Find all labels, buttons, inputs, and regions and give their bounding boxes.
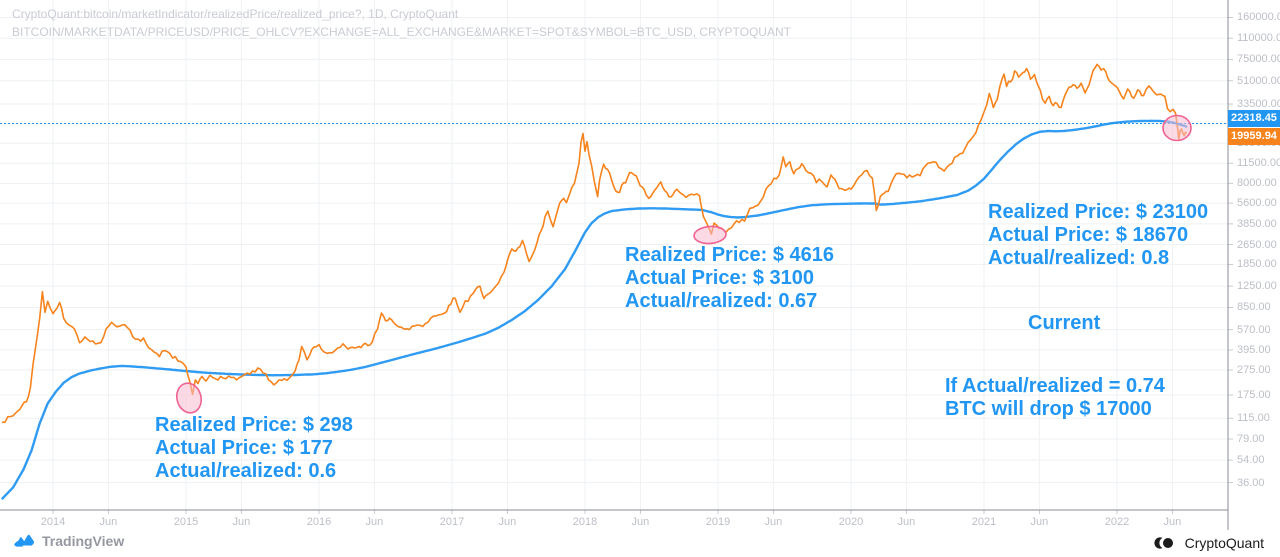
time-tick-label: Jun: [99, 516, 118, 528]
price-tick-label: 570.00: [1237, 323, 1271, 336]
price-tick-label: 5600.00: [1237, 197, 1277, 210]
annotation-forecast[interactable]: If Actual/realized = 0.74 BTC will drop …: [945, 375, 1165, 421]
price-tick-label: 850.00: [1237, 301, 1271, 314]
time-tick-label: Jun: [764, 516, 783, 528]
price-tick-label: 3850.00: [1237, 217, 1277, 230]
time-tick-label: 2014: [40, 516, 66, 528]
annotation-2018[interactable]: Realized Price: $ 4616 Actual Price: $ 3…: [625, 244, 834, 313]
time-tick-label: 2020: [838, 516, 864, 528]
chart-footer: TradingView CryptoQuant: [0, 530, 1280, 557]
time-tick-label: Jun: [1163, 516, 1182, 528]
price-tick-label: 395.00: [1237, 343, 1271, 356]
price-tick-label: 54.00: [1237, 454, 1265, 467]
cryptoquant-icon: [1154, 537, 1173, 549]
price-tick-label: 8000.00: [1237, 177, 1277, 190]
time-tick-label: Jun: [897, 516, 916, 528]
annotation-current[interactable]: Current: [1028, 312, 1101, 334]
price-tick-label: 11500.00: [1237, 157, 1280, 170]
time-tick-label: 2018: [572, 516, 598, 528]
price-series: [1, 63, 1188, 500]
time-tick-label: 2022: [1104, 516, 1130, 528]
realized-price-badge: 22318.45: [1228, 110, 1280, 128]
price-tick-label: 33500.00: [1237, 98, 1280, 111]
annotation-line: If Actual/realized = 0.74: [945, 375, 1165, 397]
annotation-2015[interactable]: Realized Price: $ 298 Actual Price: $ 17…: [155, 414, 353, 483]
tradingview-logo[interactable]: TradingView: [14, 532, 124, 549]
highlight-ellipses[interactable]: [174, 114, 1192, 416]
price-tick-label: 160000.00: [1237, 11, 1280, 24]
annotation-line: Actual/realized: 0.8: [988, 247, 1170, 269]
time-tick-label: Jun: [631, 516, 650, 528]
annotation-line: Realized Price: $ 4616: [625, 244, 835, 266]
tradingview-label: TradingView: [42, 532, 125, 549]
cryptoquant-logo: CryptoQuant: [1153, 535, 1264, 551]
annotation-line: Actual Price: $ 3100: [625, 267, 814, 289]
annotation-line: BTC will drop $ 17000: [945, 398, 1152, 420]
time-tick-label: Jun: [498, 516, 517, 528]
annotation-line: Actual Price: $ 18670: [988, 224, 1189, 246]
time-tick-label: Jun: [365, 516, 384, 528]
annotation-line: Actual/realized: 0.6: [155, 460, 337, 482]
cryptoquant-label: CryptoQuant: [1184, 535, 1264, 551]
annotation-line: Realized Price: $ 23100: [988, 201, 1209, 223]
price-tick-label: 1850.00: [1237, 258, 1277, 271]
price-tick-label: 275.00: [1237, 363, 1271, 376]
price-tick-label: 110000.00: [1237, 32, 1280, 45]
time-tick-label: 2021: [971, 516, 997, 528]
time-tick-label: 2015: [173, 516, 199, 528]
price-tick-label: 2650.00: [1237, 238, 1277, 251]
time-tick-label: 2019: [705, 516, 731, 528]
time-tick-label: Jun: [1030, 516, 1049, 528]
tradingview-mountain-icon: [14, 534, 35, 547]
annotation-2022[interactable]: Realized Price: $ 23100 Actual Price: $ …: [988, 201, 1208, 270]
price-tick-label: 175.00: [1237, 389, 1271, 401]
price-tick-label: 36.00: [1237, 476, 1265, 489]
price-tick-label: 115.00: [1237, 412, 1270, 425]
annotation-line: Actual Price: $ 177: [155, 437, 333, 459]
time-tick-label: 2017: [439, 516, 465, 528]
time-tick-label: 2016: [306, 516, 332, 528]
time-tick-label: Jun: [232, 516, 251, 528]
annotation-line: Actual/realized: 0.67: [625, 290, 818, 312]
price-tick-label: 51000.00: [1237, 74, 1280, 87]
actual-price-badge: 19959.94: [1228, 127, 1280, 145]
annotation-line: Realized Price: $ 298: [155, 414, 353, 436]
price-tick-label: 79.00: [1237, 433, 1265, 446]
chart-title-symbol: BITCOIN/MARKETDATA/PRICEUSD/PRICE_OHLCV?…: [12, 25, 791, 39]
price-tick-label: 75000.00: [1237, 53, 1280, 66]
chart-title-indicator: CryptoQuant:bitcoin/marketIndicator/real…: [12, 7, 459, 21]
price-tick-label: 1250.00: [1237, 280, 1277, 293]
